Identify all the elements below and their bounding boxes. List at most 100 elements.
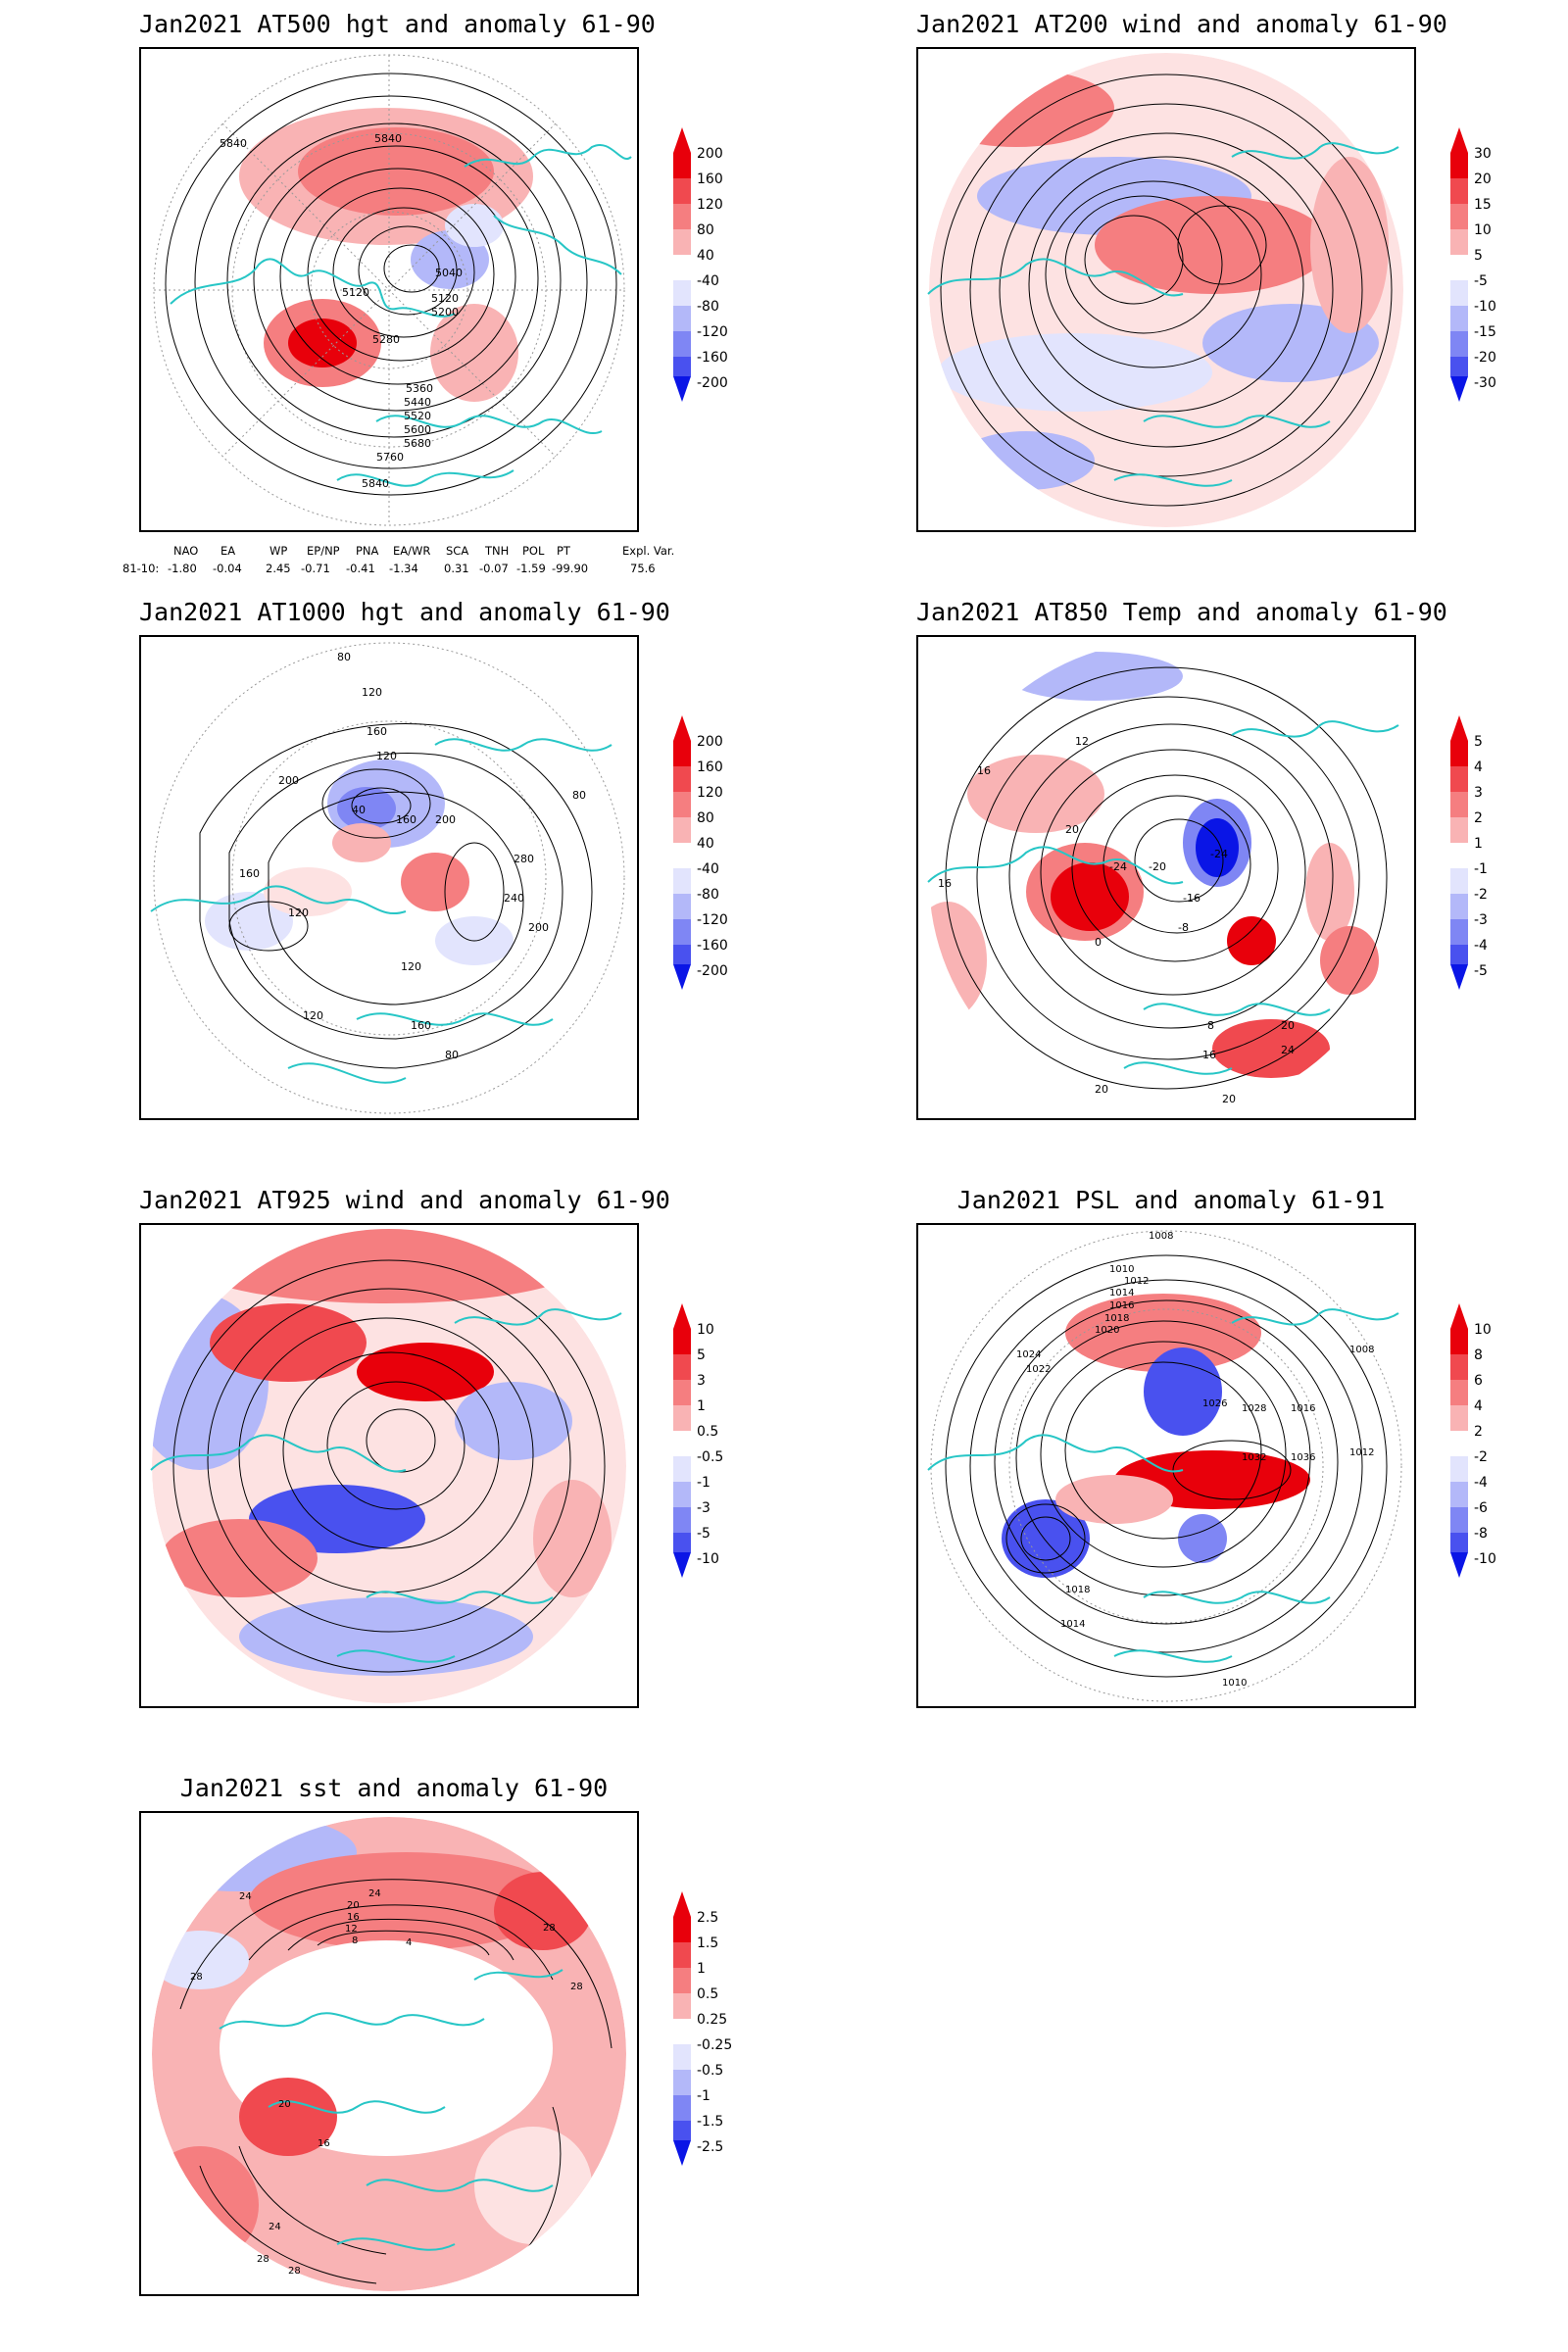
contour-labels: 80 120 160 120 200 40 160 200 280 240 20… bbox=[239, 651, 586, 1061]
colorbar-tick-label: 160 bbox=[697, 760, 723, 775]
anomaly-shading bbox=[929, 652, 1379, 1078]
colorbar-segment bbox=[673, 945, 691, 964]
positive-anomaly-region bbox=[533, 1480, 612, 1597]
negative-anomaly-region bbox=[1144, 1348, 1222, 1436]
colorbar-tick-label: -1 bbox=[697, 2088, 710, 2104]
contour-label: 16 bbox=[1202, 1049, 1216, 1061]
contour-label: 12 bbox=[345, 1924, 358, 1935]
polar-grid bbox=[153, 642, 625, 1114]
contour-label: 1036 bbox=[1291, 1452, 1315, 1463]
colorbar-bottom-arrow bbox=[1450, 964, 1468, 990]
panel-title: Jan2021 AT850 Temp and anomaly 61-90 bbox=[916, 598, 1447, 626]
latitude-circle bbox=[153, 642, 625, 1114]
colorbar-tick-label: 160 bbox=[697, 172, 723, 187]
contour-line bbox=[994, 1299, 1339, 1625]
contour-line bbox=[332, 207, 475, 338]
colorbar-tick-label: 80 bbox=[697, 810, 714, 826]
tc-row-label: 81-10: bbox=[122, 562, 160, 575]
colorbar-segment bbox=[1450, 1329, 1468, 1354]
colorbar-segment bbox=[1450, 204, 1468, 229]
colorbar-segment bbox=[673, 919, 691, 945]
contour-line bbox=[969, 1279, 1363, 1653]
positive-anomaly-region bbox=[210, 1303, 367, 1382]
positive-anomaly-region bbox=[190, 1229, 582, 1303]
colorbar-tick-label: -3 bbox=[697, 1500, 710, 1516]
colorbar-segment bbox=[673, 1482, 691, 1507]
contour-label: 200 bbox=[435, 813, 456, 826]
contour-label: 1014 bbox=[1060, 1619, 1085, 1630]
contour-label: 16 bbox=[977, 764, 991, 777]
colorbar-tick-label: 2 bbox=[1474, 1424, 1483, 1440]
colorbar-segment bbox=[673, 1533, 691, 1552]
negative-anomaly-region bbox=[1006, 652, 1183, 701]
map-svg: 24 24 20 16 12 8 4 28 28 28 20 16 24 28 … bbox=[152, 1817, 626, 2291]
colorbar-segment bbox=[673, 817, 691, 843]
tc-value: 75.6 bbox=[630, 562, 656, 575]
contour-line bbox=[976, 696, 1360, 1060]
positive-anomaly-region bbox=[239, 2078, 337, 2156]
coastline bbox=[1231, 720, 1399, 738]
temperature-contours bbox=[945, 666, 1388, 1090]
colorbar-segment bbox=[673, 2121, 691, 2140]
contour-label: 160 bbox=[396, 813, 416, 826]
contour-label: -8 bbox=[1178, 921, 1189, 934]
colorbar-tick-label: -3 bbox=[1474, 912, 1488, 928]
positive-anomaly-region bbox=[1095, 196, 1330, 294]
colorbar-tick-label: -1 bbox=[1474, 861, 1488, 877]
tc-header: PT bbox=[557, 544, 570, 558]
panel-title: Jan2021 AT200 wind and anomaly 61-90 bbox=[916, 10, 1447, 38]
map-svg: 12 16 20 -24 -20 -24 -16 -8 0 16 8 16 20… bbox=[927, 652, 1399, 1105]
contour-label: 5040 bbox=[435, 267, 463, 279]
colorbar-bottom-arrow bbox=[673, 1552, 691, 1578]
contour-label: -24 bbox=[1210, 848, 1228, 860]
colorbar-tick-label: 15 bbox=[1474, 197, 1492, 213]
contour-line bbox=[1134, 818, 1224, 903]
panel-psl: Jan2021 PSL and anomaly 61-91 bbox=[916, 1186, 1568, 1735]
colorbar-tick-label: 0.5 bbox=[697, 1986, 718, 2002]
positive-anomaly-region bbox=[929, 69, 1114, 147]
colorbar-tick-label: -40 bbox=[697, 273, 719, 289]
map-svg: 1008 1010 1012 1014 1016 1018 1020 1022 … bbox=[927, 1230, 1402, 1702]
contour-line bbox=[1040, 1341, 1287, 1568]
colorbar-segment bbox=[1450, 868, 1468, 894]
positive-anomaly-region bbox=[152, 2146, 259, 2264]
colorbar-tick-label: -10 bbox=[697, 1551, 719, 1567]
colorbar: 10 5 3 1 0.5 -0.5 -1 -3 -5 -10 bbox=[673, 1303, 752, 1578]
contour-label: 12 bbox=[1075, 735, 1089, 748]
colorbar-tick-label: 1 bbox=[1474, 836, 1483, 852]
colorbar-segment bbox=[1450, 1533, 1468, 1552]
contour-line bbox=[1172, 1440, 1292, 1500]
coastline bbox=[150, 1434, 407, 1473]
tc-header: PNA bbox=[356, 544, 379, 558]
positive-anomaly-region bbox=[1320, 926, 1379, 995]
contour-line bbox=[945, 1254, 1388, 1678]
contour-label: 20 bbox=[1222, 1093, 1236, 1105]
colorbar-segment bbox=[1450, 229, 1468, 255]
colorbar-segment bbox=[673, 178, 691, 204]
colorbar-tick-label: -2 bbox=[1474, 1449, 1488, 1465]
streamline bbox=[207, 1288, 571, 1633]
colorbar-tick-label: 30 bbox=[1474, 146, 1492, 162]
contour-label: 8 bbox=[1207, 1019, 1214, 1032]
sst-contours bbox=[179, 1879, 612, 2284]
colorbar-segment bbox=[673, 894, 691, 919]
negative-anomaly-region bbox=[239, 1597, 533, 1676]
contour-label: 200 bbox=[528, 921, 549, 934]
colorbar-bottom-arrow bbox=[673, 964, 691, 990]
contour-label: 1016 bbox=[1109, 1300, 1134, 1311]
colorbar-segment bbox=[673, 306, 691, 331]
positive-anomaly-region bbox=[332, 823, 391, 862]
positive-anomaly-region bbox=[929, 902, 987, 1019]
coastline bbox=[1143, 415, 1331, 428]
contour-label: 5840 bbox=[220, 137, 247, 150]
meridian bbox=[221, 122, 557, 458]
contour-label: 0 bbox=[1095, 936, 1102, 949]
panel-at200: Jan2021 AT200 wind and anomaly 61-90 bbox=[916, 10, 1568, 559]
contour-label: 5280 bbox=[372, 333, 400, 346]
contour-label: 120 bbox=[288, 906, 309, 919]
colorbar-segment bbox=[673, 792, 691, 817]
colorbar-tick-label: 1 bbox=[697, 1961, 706, 1977]
contour-label: 20 bbox=[347, 1900, 360, 1911]
positive-anomaly-region bbox=[1055, 1475, 1173, 1524]
colorbar-segment bbox=[673, 331, 691, 357]
